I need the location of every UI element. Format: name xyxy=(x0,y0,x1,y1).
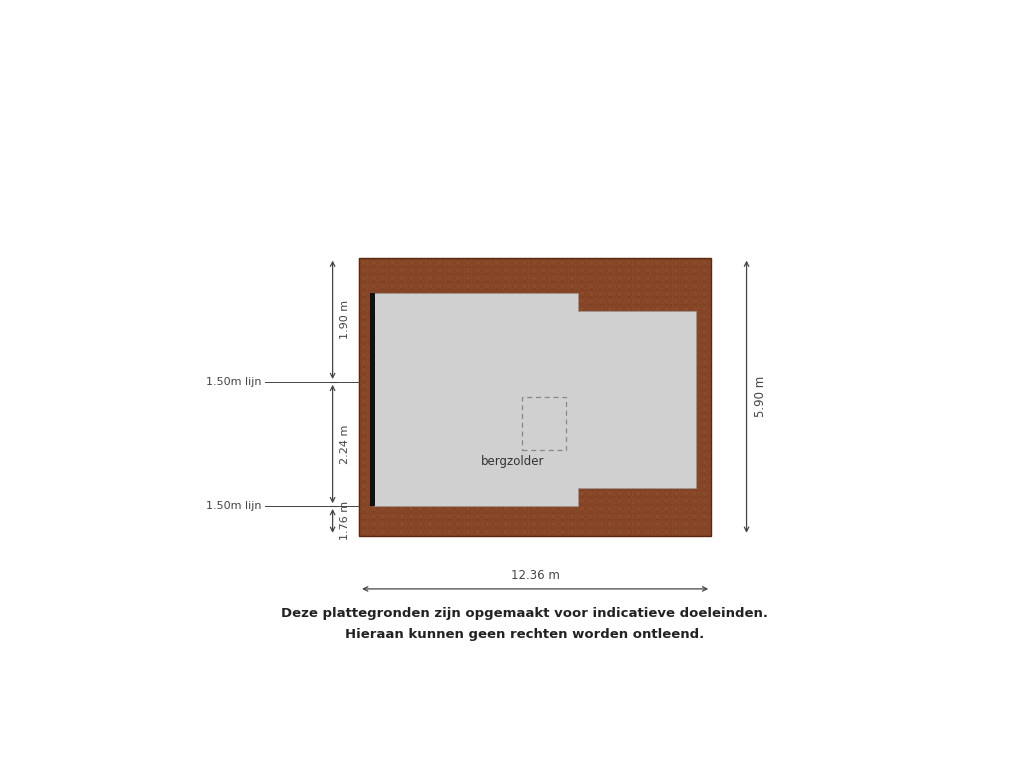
Text: Deze plattegronden zijn opgemaakt voor indicatieve doeleinden.
Hieraan kunnen ge: Deze plattegronden zijn opgemaakt voor i… xyxy=(282,607,768,641)
Text: 1.90 m: 1.90 m xyxy=(340,300,350,339)
Polygon shape xyxy=(374,293,696,506)
Bar xyxy=(359,258,711,536)
Text: 1.50m lijn: 1.50m lijn xyxy=(206,377,262,387)
Text: 1.76 m: 1.76 m xyxy=(340,502,350,541)
Text: 5.90 m: 5.90 m xyxy=(754,376,767,417)
Bar xyxy=(522,397,566,450)
Text: 2.24 m: 2.24 m xyxy=(340,425,350,464)
Text: bergzolder: bergzolder xyxy=(481,455,545,468)
Text: 12.36 m: 12.36 m xyxy=(511,569,559,582)
Text: 1.50m lijn: 1.50m lijn xyxy=(206,501,262,511)
Bar xyxy=(370,293,375,506)
